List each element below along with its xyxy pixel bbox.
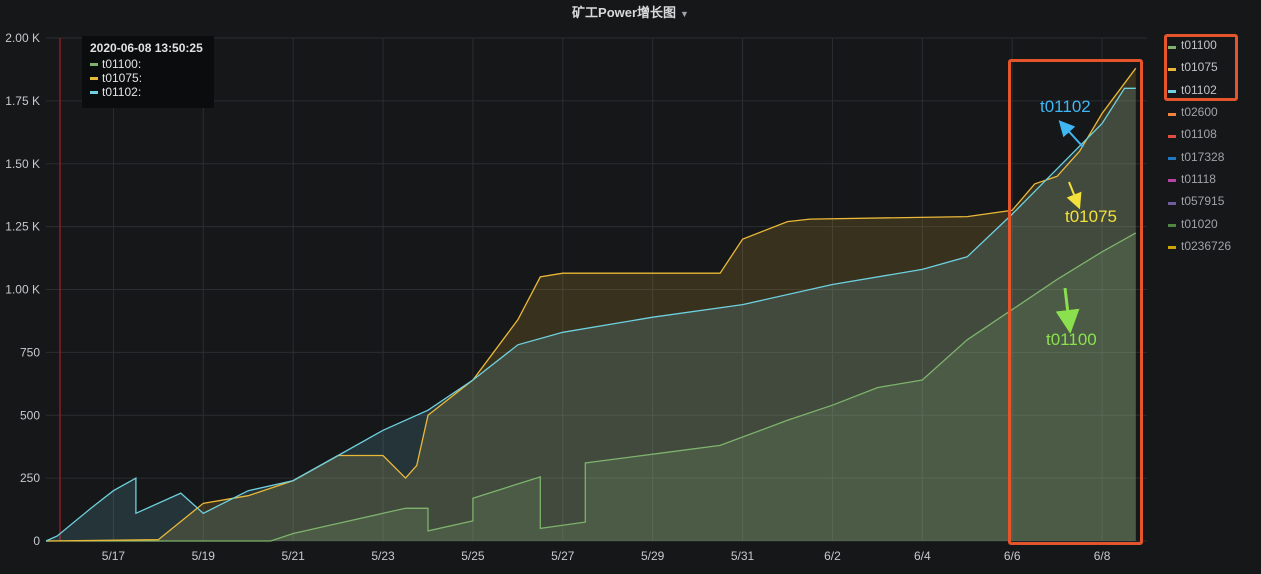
y-tick-label: 1.00 K (5, 283, 40, 297)
legend-item-t01118[interactable]: t01118 (1168, 168, 1260, 190)
legend-swatch (1168, 134, 1176, 138)
series-line-t01100 (46, 232, 1137, 542)
x-tick-label: 6/8 (1094, 549, 1111, 563)
series-area-t01100 (46, 232, 1136, 541)
x-tick-label: 5/31 (731, 549, 755, 563)
tooltip-row: t01102: (90, 85, 206, 99)
tooltip-label: t01102: (102, 85, 142, 99)
legend-swatch (1168, 45, 1176, 49)
y-tick-label: 2.00 K (5, 31, 40, 45)
x-tick-label: 5/29 (641, 549, 665, 563)
arrow-t01075 (1066, 181, 1082, 210)
y-tick-label: 1.75 K (5, 94, 40, 108)
legend-swatch (1168, 179, 1176, 183)
highlight-box-chart (1008, 59, 1143, 545)
legend-item-t01075[interactable]: t01075 (1168, 56, 1260, 78)
tooltip-time: 2020-06-08 13:50:25 (90, 41, 203, 55)
series-area-t01102 (46, 88, 1136, 542)
x-axis: 5/17 5/19 5/21 5/23 5/25 5/27 5/29 5/31 6/2 6/4 6/… (102, 549, 1111, 563)
arrow-t01102 (1058, 120, 1084, 148)
legend-swatch (1168, 201, 1176, 205)
legend-swatch (1168, 112, 1176, 116)
legend-label: t01100 (1181, 38, 1217, 53)
legend-swatch (1168, 90, 1176, 94)
x-tick-label: 5/27 (551, 549, 575, 563)
tooltip-label: t01100: (102, 57, 142, 71)
y-tick-label: 1.50 K (5, 157, 40, 171)
annotation-arrows (1055, 120, 1084, 334)
legend-item-t017328[interactable]: t017328 (1168, 145, 1260, 167)
chart-title-text: 矿工Power增长图 (572, 5, 677, 20)
legend-label: t02600 (1181, 105, 1218, 120)
y-tick-label: 500 (20, 408, 40, 422)
annotation-t01102: t01102 (1040, 97, 1091, 116)
legend-swatch (1168, 157, 1176, 161)
legend-item-t0236726[interactable]: t0236726 (1168, 235, 1260, 257)
tooltip-row: t01075: (90, 71, 206, 85)
hover-tooltip: 2020-06-08 13:50:25 t01100: t01075: t011… (82, 36, 214, 108)
legend-label: t01102 (1181, 82, 1217, 97)
series-line-t01102 (45, 87, 1136, 542)
y-tick-label: 250 (20, 471, 40, 485)
tooltip-swatch (90, 62, 98, 66)
legend-swatch (1168, 67, 1176, 71)
arrow-t01100 (1055, 287, 1080, 334)
chart-title[interactable]: 矿工Power增长图 ▼ (0, 2, 1261, 21)
tooltip-swatch (90, 76, 98, 80)
legend-item-t01100[interactable]: t01100 (1168, 34, 1260, 56)
legend-item-t057915[interactable]: t057915 (1168, 190, 1260, 212)
legend-swatch (1168, 246, 1176, 250)
legend-label: t01118 (1181, 171, 1216, 186)
highlight-box-legend (1164, 34, 1238, 101)
y-axis: 0 250 500 750 1.00 K 1.25 K 1.50 K 1.75 K 2.00 K (5, 31, 40, 548)
legend-label: t017328 (1181, 149, 1225, 164)
annotation-t01075: t01075 (1065, 207, 1117, 226)
x-tick-label: 5/19 (192, 549, 216, 563)
grid (46, 37, 1147, 542)
x-tick-label: 5/23 (371, 549, 395, 563)
legend-item-t01020[interactable]: t01020 (1168, 212, 1260, 234)
legend-label: t01075 (1181, 60, 1218, 75)
x-tick-label: 5/25 (461, 549, 485, 563)
x-tick-label: 5/21 (281, 549, 305, 563)
series-areas (46, 68, 1136, 542)
legend-label: t01020 (1181, 216, 1218, 231)
legend-item-t01102[interactable]: t01102 (1168, 79, 1260, 101)
x-tick-label: 6/6 (1004, 549, 1021, 563)
x-tick-label: 6/2 (824, 549, 841, 563)
y-tick-label: 1.25 K (5, 220, 40, 234)
x-tick-label: 5/17 (102, 549, 126, 563)
x-tick-label: 6/4 (914, 549, 931, 563)
tooltip-row: t01100: (90, 57, 206, 71)
annotation-t01100: t01100 (1046, 330, 1097, 349)
legend-item-t02600[interactable]: t02600 (1168, 101, 1260, 123)
legend-label: t057915 (1181, 194, 1225, 209)
y-tick-label: 0 (33, 534, 40, 548)
legend-label: t01108 (1181, 127, 1217, 142)
chevron-down-icon[interactable]: ▼ (680, 9, 689, 19)
legend-item-t01108[interactable]: t01108 (1168, 123, 1260, 145)
tooltip-label: t01075: (102, 71, 143, 85)
legend-label: t0236726 (1181, 238, 1232, 253)
legend-swatch (1168, 224, 1176, 228)
y-tick-label: 750 (20, 345, 40, 359)
series-area-t01075 (46, 68, 1136, 541)
legend: t01100 t01075 t01102 t02600 t01108 t0173… (1168, 34, 1260, 257)
tooltip-swatch (90, 90, 98, 94)
series-lines (45, 67, 1137, 542)
